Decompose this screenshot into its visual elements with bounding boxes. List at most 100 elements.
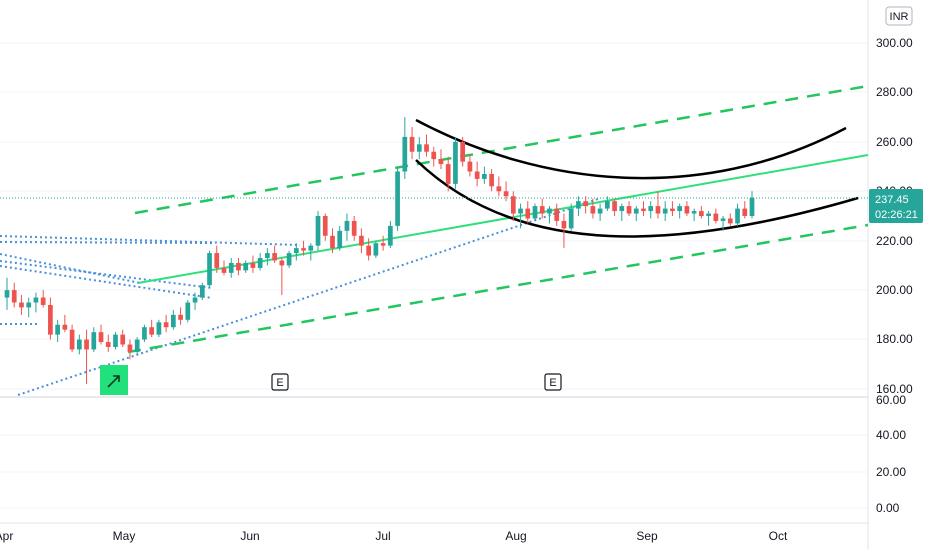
candle-body [272, 253, 277, 260]
candle-body [251, 263, 256, 268]
candles-layer [5, 117, 755, 384]
event-marker-1[interactable]: E [272, 374, 288, 390]
candle-body [287, 253, 292, 265]
candle-body [439, 159, 444, 164]
candle-body [431, 152, 436, 159]
candle-body [446, 164, 451, 184]
candle-body [388, 226, 393, 246]
price-tick: 280.00 [876, 85, 913, 99]
candle-body [316, 216, 321, 246]
price-tick: 220.00 [876, 234, 913, 248]
candle-body [598, 209, 603, 214]
candle-body [562, 221, 567, 228]
candle-body [410, 137, 415, 152]
candle-body [692, 211, 697, 213]
currency-badge[interactable]: INR [886, 7, 912, 25]
channel-lower-line [128, 225, 868, 352]
trade-marker[interactable] [100, 365, 128, 395]
candle-body [222, 268, 227, 273]
candle-body [569, 209, 574, 229]
price-tick: 180.00 [876, 332, 913, 346]
candle-body [157, 322, 162, 334]
candle-body [504, 191, 509, 196]
candle-body [77, 340, 82, 350]
candle-body [308, 246, 313, 251]
time-tick: Apr [0, 529, 13, 543]
candle-body [475, 172, 480, 179]
time-axis[interactable]: Apr May Jun Jul Aug Sep Oct [0, 523, 868, 543]
candle-body [576, 201, 581, 208]
candle-body [728, 218, 733, 223]
price-tick: 200.00 [876, 283, 913, 297]
candle-body [424, 144, 429, 151]
candle-body [301, 248, 306, 250]
candle-body [345, 221, 350, 231]
candle-body [149, 327, 154, 334]
candle-body [330, 236, 335, 248]
candle-body [294, 248, 299, 253]
dotted-fan-line-4 [0, 261, 212, 288]
price-tick: 260.00 [876, 135, 913, 149]
candle-body [591, 206, 596, 213]
candle-body [489, 174, 494, 186]
currency-label: INR [890, 11, 909, 23]
candle-body [619, 206, 624, 211]
candle-body [106, 342, 111, 347]
candle-body [677, 206, 682, 211]
candle-body [258, 258, 263, 268]
dotted-fan-line-5 [0, 266, 212, 298]
event-marker-label: E [549, 377, 556, 389]
candle-body [135, 340, 140, 352]
candle-body [178, 315, 183, 320]
candle-body [663, 209, 668, 214]
candle-body [200, 285, 205, 297]
candle-body [656, 206, 661, 213]
candle-body [699, 211, 704, 216]
candle-body [113, 335, 118, 347]
candle-body [207, 253, 212, 285]
candle-body [468, 162, 473, 172]
candle-body [26, 303, 31, 308]
candle-body [518, 209, 523, 214]
candle-body [374, 243, 379, 255]
grid-lines [0, 43, 868, 508]
volume-tick: 0.00 [876, 501, 900, 515]
candle-body [48, 305, 53, 335]
candle-body [323, 216, 328, 236]
event-marker-label: E [276, 377, 283, 389]
event-marker-2[interactable]: E [545, 374, 561, 390]
candle-body [5, 290, 10, 297]
candle-body [229, 263, 234, 273]
volume-tick: 40.00 [876, 428, 906, 442]
candle-body [685, 206, 690, 213]
candle-body [554, 209, 559, 221]
candle-body [670, 209, 675, 211]
countdown-timer: 02:26:21 [875, 209, 918, 221]
candle-body [19, 303, 24, 308]
time-tick: Jul [375, 529, 390, 543]
volume-axis[interactable]: 60.00 40.00 20.00 0.00 [876, 393, 906, 515]
candle-body [634, 209, 639, 214]
candle-body [453, 142, 458, 184]
candle-body [612, 201, 617, 211]
candle-body [120, 335, 125, 345]
candle-body [164, 322, 169, 327]
candle-body [402, 137, 407, 172]
candle-body [641, 209, 646, 211]
candle-body [547, 209, 552, 214]
candle-body [63, 325, 68, 330]
candle-body [337, 231, 342, 248]
candle-body [627, 206, 632, 213]
candle-body [99, 332, 104, 342]
time-tick: Jun [240, 529, 259, 543]
candle-body [540, 206, 545, 213]
candle-body [55, 325, 60, 335]
candle-body [280, 260, 285, 265]
last-price-value: 237.45 [875, 194, 909, 206]
candle-body [735, 209, 740, 224]
volume-tick: 20.00 [876, 465, 906, 479]
dotted-fan-line-2 [0, 242, 212, 243]
time-tick: Oct [769, 529, 788, 543]
candle-body [70, 330, 75, 350]
